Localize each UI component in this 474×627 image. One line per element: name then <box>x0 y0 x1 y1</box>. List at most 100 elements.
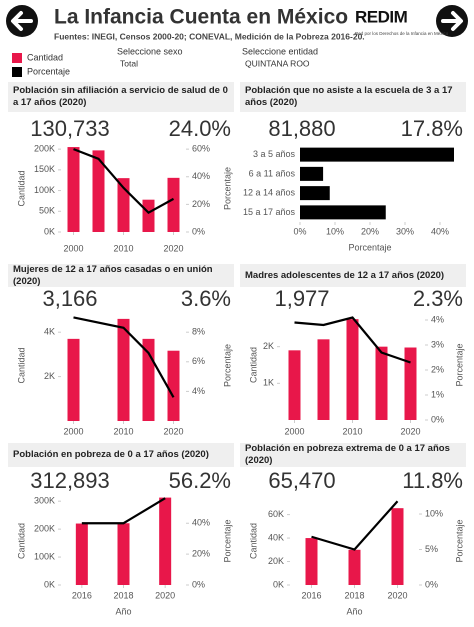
bar <box>117 318 130 421</box>
y2-tick-label: 1% <box>431 389 444 399</box>
bar <box>404 347 417 420</box>
y-tick-label: 20K <box>268 556 284 566</box>
x-tick-label: 2016 <box>72 590 92 600</box>
percent-line <box>81 497 166 525</box>
kpi-count: 312,893 <box>30 468 110 493</box>
y-tick-label: 40K <box>268 532 284 542</box>
logo: REDIM <box>355 7 408 26</box>
x-tick-label: 2018 <box>344 590 364 600</box>
y-tick-label: 100K <box>34 185 55 195</box>
y2-tick-label: 8% <box>192 327 205 337</box>
kpi-count: 65,470 <box>268 468 335 493</box>
y2-axis-title: Porcentaje <box>454 343 464 386</box>
kpi-count: 81,880 <box>268 116 335 141</box>
bar <box>346 319 359 420</box>
x-tick-label: 2000 <box>284 426 304 436</box>
bar <box>300 166 324 181</box>
x-axis-title: Año <box>346 606 362 616</box>
x-tick-label: 10% <box>326 226 344 236</box>
back-button[interactable] <box>6 5 38 37</box>
y2-tick-label: 4% <box>431 314 444 324</box>
kpi-count: 1,977 <box>274 286 329 311</box>
y2-tick-label: 0% <box>192 226 205 236</box>
x-axis-title: Porcentaje <box>348 242 391 252</box>
y-tick-label: 100K <box>34 551 55 561</box>
y-axis-title: Cantidad <box>16 170 26 206</box>
bar <box>300 147 454 162</box>
filter-label: Seleccione entidad <box>242 46 318 56</box>
y-tick-label: 4K <box>44 327 55 337</box>
percent-line <box>73 148 175 215</box>
y2-axis-title: Porcentaje <box>454 519 464 562</box>
x-tick-label: 2010 <box>113 426 133 436</box>
y-tick-label: 50K <box>39 206 55 216</box>
x-tick-label: 0% <box>293 226 306 236</box>
x-tick-label: 2020 <box>163 243 183 253</box>
panel-title: Mujeres de 12 a 17 años casadas o en uni… <box>8 264 234 287</box>
x-tick-label: 2020 <box>163 426 183 436</box>
y-tick-label: 1K <box>263 378 274 388</box>
kpi-percent: 24.0% <box>169 116 231 141</box>
y-tick-label: 2K <box>263 341 274 351</box>
kpi-count: 3,166 <box>42 286 97 311</box>
x-tick-label: 40% <box>431 226 449 236</box>
legend-swatch <box>12 53 22 63</box>
y2-tick-label: 2% <box>431 364 444 374</box>
y2-tick-label: 0% <box>192 579 205 589</box>
y2-tick-label: 40% <box>192 171 210 181</box>
y-tick-label: 0K <box>44 579 55 589</box>
y2-tick-label: 4% <box>192 386 205 396</box>
legend-label: Cantidad <box>27 52 63 62</box>
x-tick-label: 2010 <box>342 426 362 436</box>
x-tick-label: 30% <box>396 226 414 236</box>
y2-tick-label: 5% <box>425 544 438 554</box>
bar <box>67 338 80 421</box>
x-tick-label: 2020 <box>400 426 420 436</box>
bar <box>305 538 318 585</box>
x-tick-label: 2016 <box>301 590 321 600</box>
y-tick-label: 200K <box>34 524 55 534</box>
panel-title: Madres adolescentes de 12 a 17 años (202… <box>240 264 466 287</box>
y-tick-label: 60K <box>268 509 284 519</box>
bar <box>142 199 155 232</box>
x-tick-label: 2020 <box>155 590 175 600</box>
y2-tick-label: 20% <box>192 199 210 209</box>
y-axis-title: Cantidad <box>16 523 26 559</box>
filter-label: Seleccione sexo <box>117 46 183 56</box>
bar <box>92 150 105 232</box>
filter-value[interactable]: QUINTANA ROO <box>245 58 310 68</box>
category-label: 12 a 14 años <box>243 188 296 198</box>
filter-value[interactable]: Total <box>120 58 138 68</box>
y2-tick-label: 10% <box>425 508 443 518</box>
bar <box>167 177 180 232</box>
category-label: 3 a 5 años <box>253 149 296 159</box>
category-label: 6 a 11 años <box>249 168 296 178</box>
y-tick-label: 2K <box>44 371 55 381</box>
legend-swatch <box>12 67 22 77</box>
x-tick-label: 2018 <box>113 590 133 600</box>
x-tick-label: 2010 <box>113 243 133 253</box>
y-tick-label: 0K <box>273 579 284 589</box>
bar <box>375 346 388 420</box>
x-tick-label: 2000 <box>63 426 83 436</box>
bar <box>300 186 330 201</box>
panel-title: Población sin afiliación a servicio de s… <box>8 82 234 112</box>
x-tick-label: 20% <box>361 226 379 236</box>
kpi-percent: 56.2% <box>169 468 231 493</box>
bar <box>75 523 88 585</box>
bar <box>67 147 80 232</box>
y-tick-label: 0K <box>44 226 55 236</box>
y-axis-title: Cantidad <box>248 347 258 383</box>
category-label: 15 a 17 años <box>243 207 296 217</box>
kpi-percent: 2.3% <box>413 286 463 311</box>
kpi-count: 130,733 <box>30 116 110 141</box>
y2-tick-label: 60% <box>192 144 210 154</box>
forward-button[interactable] <box>436 5 468 37</box>
bar <box>300 205 386 220</box>
y2-axis-title: Porcentaje <box>222 167 232 210</box>
x-axis-title: Año <box>115 606 131 616</box>
y-axis-title: Cantidad <box>248 523 258 559</box>
bar <box>391 508 404 585</box>
panel-title: Población que no asiste a la escuela de … <box>240 82 466 112</box>
y-tick-label: 200K <box>34 144 55 154</box>
